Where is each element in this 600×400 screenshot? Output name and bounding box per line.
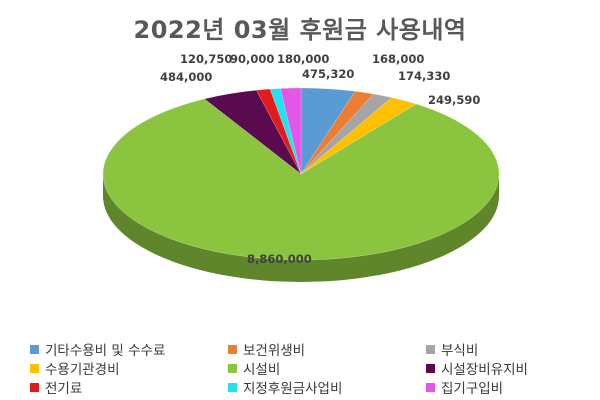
pie-slice	[279, 87, 302, 175]
legend-item: 시설장비유지비	[426, 359, 590, 378]
legend-label: 수용기관경비	[45, 362, 120, 378]
data-label: 8,860,000	[247, 252, 312, 266]
legend-item: 지정후원금사업비	[228, 378, 426, 397]
legend-swatch	[228, 382, 237, 392]
legend-item: 전기료	[30, 378, 228, 397]
legend-label: 집기구입비	[441, 381, 504, 397]
data-label: 120,750	[180, 52, 232, 66]
pie-slice	[300, 93, 393, 175]
legend-label: 지정후원금사업비	[243, 381, 343, 397]
legend-item: 보건위생비	[228, 340, 426, 359]
legend-label: 전기료	[45, 381, 83, 397]
pie-slice	[255, 88, 302, 175]
legend-label: 시설장비유지비	[441, 362, 528, 378]
legend-item: 수용기관경비	[30, 359, 228, 378]
legend-swatch	[228, 344, 237, 354]
legend-label: 기타수용비 및 수수료	[45, 343, 166, 359]
data-label: 90,000	[230, 52, 274, 66]
legend-swatch	[426, 382, 435, 392]
legend-swatch	[426, 344, 435, 354]
legend-label: 시설비	[243, 362, 281, 378]
legend-item: 시설비	[228, 359, 426, 378]
legend-item: 집기구입비	[426, 378, 590, 397]
legend-item: 기타수용비 및 수수료	[30, 340, 228, 359]
data-label: 484,000	[160, 70, 212, 84]
pie-slice	[102, 98, 500, 261]
legend-swatch	[426, 363, 435, 373]
legend-label: 보건위생비	[243, 343, 306, 359]
legend-swatch	[30, 363, 39, 373]
chart-title: 2022년 03월 후원금 사용내역	[133, 16, 467, 44]
legend-swatch	[30, 382, 39, 392]
data-label: 180,000	[277, 52, 329, 66]
legend-swatch	[30, 344, 39, 354]
pie-chart: 475,320 168,000 174,330 249,590 8,860,000 484…	[102, 52, 500, 282]
data-label: 168,000	[372, 52, 424, 66]
data-label: 475,320	[302, 67, 354, 81]
pie-slice	[269, 88, 302, 175]
pie-slice	[300, 90, 374, 175]
legend-label: 부식비	[441, 343, 479, 359]
pie-slice	[203, 89, 302, 175]
data-label: 174,330	[398, 69, 450, 83]
pie-slice	[300, 97, 417, 175]
pie-slice-side	[103, 174, 499, 282]
legend-swatch	[228, 363, 237, 373]
pie-slice	[300, 87, 356, 175]
legend-item: 부식비	[426, 340, 590, 359]
data-label: 249,590	[428, 93, 480, 107]
